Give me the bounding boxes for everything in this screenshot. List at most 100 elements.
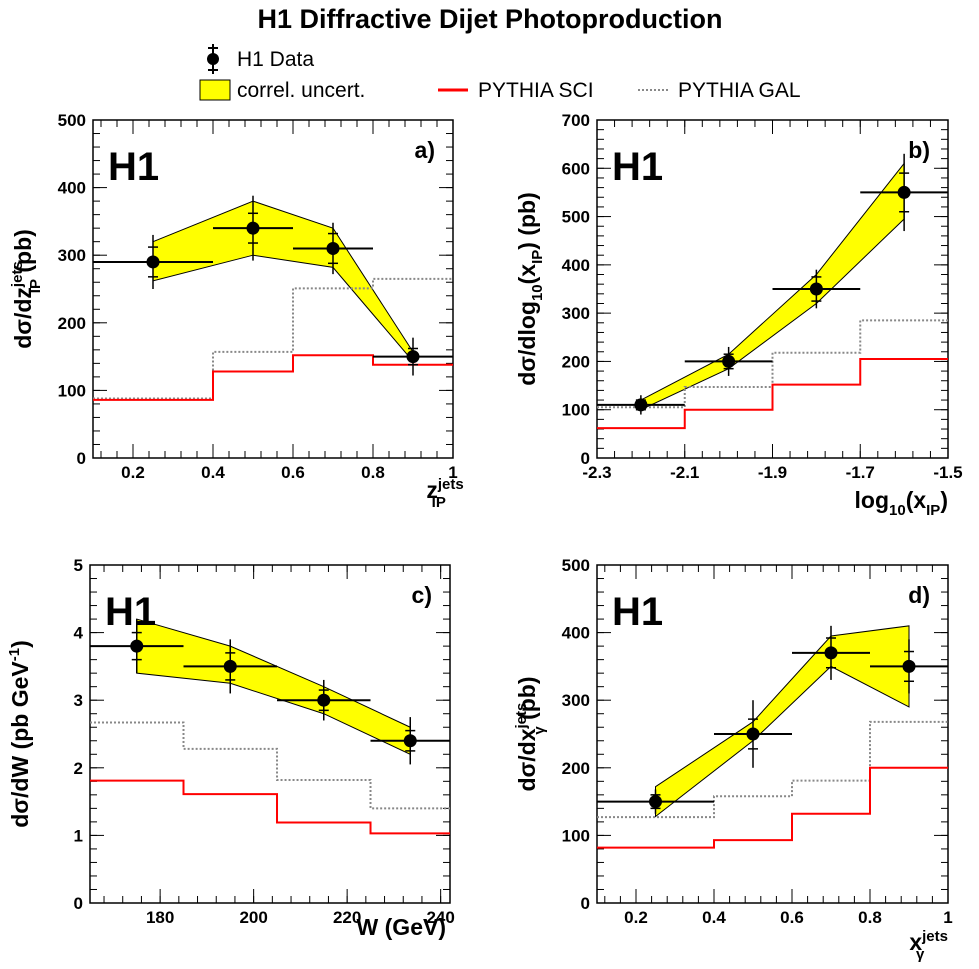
legend-data-marker <box>207 44 219 74</box>
y-tick-label: 200 <box>562 759 590 778</box>
y-tick-label: 400 <box>58 179 86 198</box>
data-marker <box>317 693 331 707</box>
data-marker <box>722 354 736 368</box>
legend-band-label: correl. uncert. <box>237 79 365 102</box>
y-tick-label: 1 <box>74 826 83 845</box>
panel-b: 0 100 200 300 400 500 600 700 -2.3 -2.1 -1.9 -1.7 -1… <box>514 111 963 519</box>
x-tick-label: -2.3 <box>582 463 611 482</box>
data-point <box>684 346 773 376</box>
y-tick-label: 0 <box>581 449 590 468</box>
uncertainty-band <box>640 162 905 411</box>
legend-band-swatch <box>199 79 231 101</box>
x-tick-label: 0.4 <box>201 463 225 482</box>
y-tick-label: 0 <box>77 449 86 468</box>
y-axis-label: dσ/dzjetsIP (pb) <box>9 229 44 349</box>
h1-tag: H1 <box>612 590 663 634</box>
y-tick-label: 100 <box>58 381 86 400</box>
h1-tag: H1 <box>108 145 159 189</box>
data-marker <box>746 727 760 741</box>
x-tick-label: 0.6 <box>281 463 305 482</box>
data-point <box>772 269 861 309</box>
panel-letter: c) <box>412 582 432 608</box>
data-point <box>870 639 948 694</box>
y-tick-label: 300 <box>58 246 86 265</box>
h1-tag: H1 <box>105 590 156 634</box>
y-tick-label: 400 <box>562 624 590 643</box>
x-tick-label: 0.2 <box>121 463 145 482</box>
x-axis-label: zjets IP <box>426 476 463 511</box>
pythia-gal-line <box>597 720 948 819</box>
data-marker <box>809 282 823 296</box>
y-tick-label: 500 <box>58 111 86 130</box>
y-tick-label: 0 <box>74 894 83 913</box>
x-axis-label: log10(xIP) <box>855 487 949 519</box>
y-tick-label: 100 <box>562 401 590 420</box>
panel-c: 0 1 2 3 4 5 180 200 220 240 H1 c) dσ/dW (pb GeV-1) W … <box>6 556 455 940</box>
panel-a: 0 100 200 300 400 500 0.2 0.4 0.6 0.8 1 H1 a) dσ/dzje… <box>9 111 464 511</box>
pythia-gal-line <box>597 319 948 409</box>
y-tick-label: 300 <box>562 304 590 323</box>
y-axis-label: dσ/dxjetsγ (pb) <box>513 676 548 791</box>
y-tick-label: 600 <box>562 159 590 178</box>
y-tick-label: 500 <box>562 208 590 227</box>
x-axis-label: xjets γ <box>909 928 948 963</box>
x-tick-label: 1 <box>943 908 952 927</box>
y-tick-label: 300 <box>562 691 590 710</box>
data-marker <box>130 639 144 653</box>
x-tick-label: -1.5 <box>933 463 962 482</box>
y-tick-label: 5 <box>74 556 83 575</box>
legend-gal-label: PYTHIA GAL <box>678 79 801 102</box>
data-point <box>714 700 792 768</box>
data-point <box>213 195 293 261</box>
data-marker <box>649 795 662 809</box>
x-tick-label: 0.8 <box>858 908 882 927</box>
pythia-sci-line <box>597 766 948 849</box>
legend-data-label: H1 Data <box>237 48 314 71</box>
x-tick-label: 0.2 <box>624 908 648 927</box>
y-tick-label: 400 <box>562 256 590 275</box>
pythia-gal-line <box>90 721 450 810</box>
x-axis-label: W (GeV) <box>357 914 446 940</box>
y-tick-label: 200 <box>562 352 590 371</box>
x-tick-label: 180 <box>146 908 174 927</box>
y-tick-label: 0 <box>581 894 590 913</box>
panel-letter: b) <box>908 137 930 163</box>
data-marker <box>897 185 911 199</box>
legend: H1 Data correl. uncert. PYTHIA SCI PYTHI… <box>199 44 801 102</box>
panel-letter: d) <box>908 582 930 608</box>
y-tick-label: 3 <box>74 691 83 710</box>
y-tick-label: 4 <box>74 624 84 643</box>
x-tick-label: -1.9 <box>758 463 787 482</box>
plot-frame <box>92 119 454 459</box>
x-tick-label: 220 <box>333 908 361 927</box>
h1-tag: H1 <box>612 145 663 189</box>
data-marker <box>902 659 916 673</box>
plot-frame <box>596 564 949 904</box>
x-tick-label: 0.6 <box>780 908 804 927</box>
data-point <box>597 789 714 814</box>
data-point <box>93 234 213 289</box>
y-tick-label: 200 <box>58 314 86 333</box>
data-marker <box>146 255 160 269</box>
pythia-sci-line <box>90 779 450 835</box>
y-axis-label: dσ/dW (pb GeV-1) <box>6 640 33 828</box>
y-tick-label: 500 <box>562 556 590 575</box>
x-tick-label: -2.1 <box>670 463 699 482</box>
pythia-sci-line <box>597 358 948 430</box>
y-tick-label: 100 <box>562 826 590 845</box>
data-point <box>860 153 948 232</box>
x-tick-label: -1.7 <box>846 463 875 482</box>
plot-frame <box>89 564 451 904</box>
y-axis-label: dσ/dlog10(xIP) (pb) <box>514 192 546 386</box>
data-point <box>370 717 450 765</box>
data-point <box>90 619 184 674</box>
uncertainty-band <box>655 625 910 818</box>
x-tick-label: 0.8 <box>361 463 385 482</box>
panel-letter: a) <box>415 137 435 163</box>
pythia-sci-line <box>93 354 453 401</box>
data-marker <box>246 221 260 235</box>
data-point <box>373 337 453 376</box>
legend-sci-label: PYTHIA SCI <box>478 79 594 102</box>
